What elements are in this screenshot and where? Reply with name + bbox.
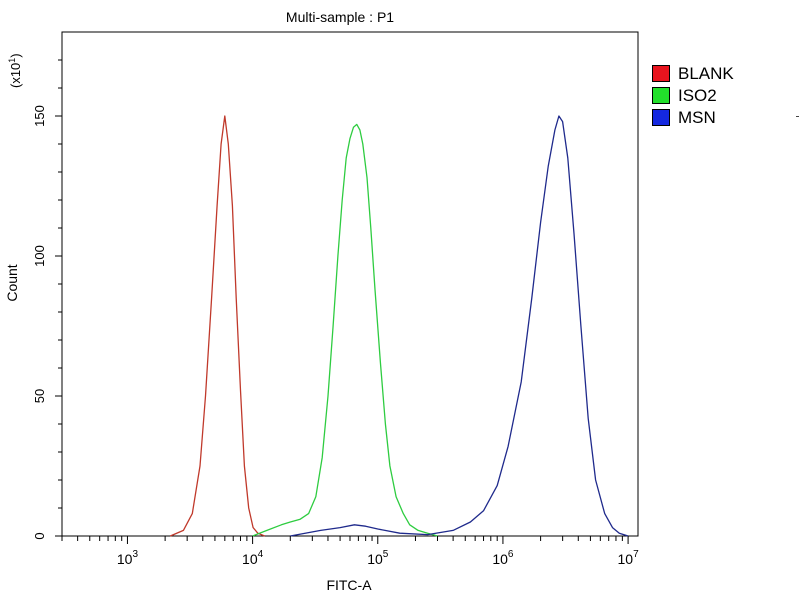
y-axis-multiplier-base: (x10	[8, 63, 23, 88]
legend-item-blank: BLANK	[652, 62, 734, 84]
edge-mark	[796, 116, 799, 117]
x-tick-base: 10	[492, 551, 508, 567]
x-tick-label: 103	[117, 549, 139, 567]
y-axis-multiplier-exp: 1	[7, 58, 17, 63]
y-tick-label: 50	[32, 389, 47, 403]
x-tick-base: 10	[242, 551, 258, 567]
y-axis-multiplier: (x101)	[7, 53, 23, 88]
legend-label-iso2: ISO2	[678, 85, 717, 105]
x-tick-base: 10	[117, 551, 133, 567]
legend-label-msn: MSN	[678, 107, 716, 127]
series-line-blank	[170, 115, 265, 537]
x-tick-label: 105	[367, 549, 389, 567]
chart-title: Multi-sample : P1	[286, 9, 394, 25]
x-tick-label: 106	[492, 549, 514, 567]
series-line-msn	[290, 115, 629, 537]
series-line-iso2	[252, 123, 438, 537]
x-tick-base: 10	[618, 551, 634, 567]
legend-swatch-blank	[652, 64, 670, 82]
x-tick-exp: 3	[132, 549, 138, 560]
x-tick-label: 104	[242, 549, 264, 567]
y-tick-label: 100	[32, 245, 47, 267]
legend-label-blank: BLANK	[678, 63, 734, 83]
x-tick-exp: 5	[383, 549, 389, 560]
x-axis: 103 104 105 106 107	[61, 536, 640, 567]
legend-item-iso2: ISO2	[652, 84, 734, 106]
x-axis-label: FITC-A	[326, 577, 372, 593]
legend-swatch-msn	[652, 108, 670, 126]
x-tick-exp: 7	[633, 549, 639, 560]
y-axis: 0 50 100 150	[32, 59, 62, 540]
legend-item-msn: MSN	[652, 106, 734, 128]
x-tick-base: 10	[367, 551, 383, 567]
chart-legend: BLANK ISO2 MSN	[652, 62, 734, 128]
y-tick-label: 0	[32, 532, 47, 539]
series-lines	[170, 115, 629, 537]
y-axis-label: Count	[4, 264, 20, 301]
legend-swatch-iso2	[652, 86, 670, 104]
x-tick-exp: 6	[508, 549, 514, 560]
y-tick-label: 150	[32, 105, 47, 127]
x-tick-label: 107	[618, 549, 640, 567]
x-tick-exp: 4	[258, 549, 264, 560]
